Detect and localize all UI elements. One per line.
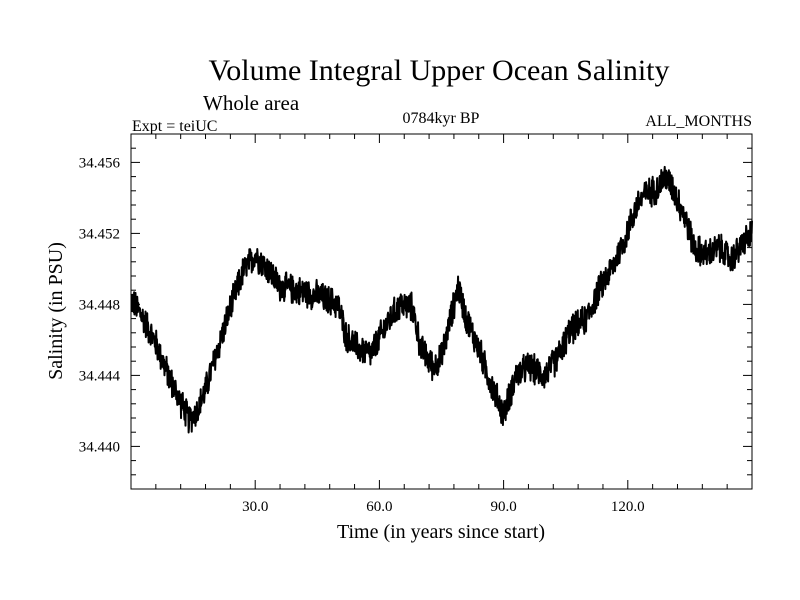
axis-ticks xyxy=(130,133,753,489)
y-tick-label: 34.452 xyxy=(79,226,120,242)
y-tick-label: 34.456 xyxy=(79,155,121,171)
salinity-series-line xyxy=(130,165,753,434)
plot-frame xyxy=(130,133,753,490)
y-tick-label: 34.448 xyxy=(79,297,120,313)
x-tick-label: 120.0 xyxy=(611,499,645,515)
y-axis-label: Salinity (in PSU) xyxy=(45,242,67,380)
period-label: 0784kyr BP xyxy=(403,110,480,127)
chart-subtitle: Whole area xyxy=(203,91,300,115)
x-tick-label: 30.0 xyxy=(242,499,268,515)
x-axis-label: Time (in years since start) xyxy=(337,521,545,543)
y-tick-label: 34.444 xyxy=(79,368,121,384)
x-tick-label: 90.0 xyxy=(490,499,516,515)
experiment-label: Expt = teiUC xyxy=(132,118,217,135)
chart-title: Volume Integral Upper Ocean Salinity xyxy=(209,54,670,87)
months-label: ALL_MONTHS xyxy=(645,113,752,130)
y-tick-label: 34.440 xyxy=(79,439,120,455)
axis-tick-labels: 30.0 60.0 90.0 120.0 34.440 34.444 34.448 34.45… xyxy=(79,155,645,515)
x-tick-label: 60.0 xyxy=(366,499,392,515)
